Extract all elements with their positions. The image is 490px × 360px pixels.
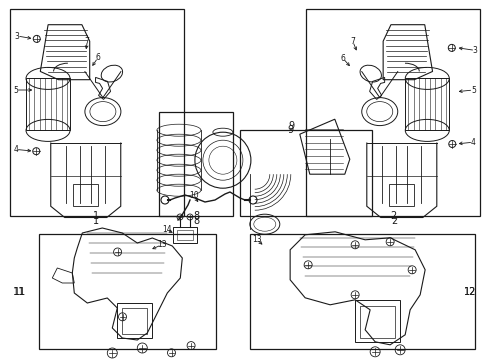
Text: 1: 1 [93, 211, 98, 221]
Text: 5: 5 [13, 86, 18, 95]
Text: 2: 2 [392, 216, 397, 226]
Bar [360, 306, 395, 338]
Bar [26, 78, 70, 130]
Bar [10, 9, 184, 216]
Text: 6: 6 [96, 53, 100, 62]
Bar [355, 300, 400, 342]
Text: 3: 3 [15, 32, 20, 41]
Text: 2: 2 [391, 211, 396, 221]
Bar [39, 234, 216, 349]
Text: 4: 4 [13, 145, 18, 154]
Text: 11: 11 [13, 287, 25, 297]
Bar [159, 112, 233, 216]
Text: 10: 10 [189, 191, 198, 200]
Bar [389, 184, 415, 206]
Text: 8: 8 [193, 216, 199, 226]
Bar [405, 78, 449, 130]
Bar [117, 303, 152, 338]
Bar [122, 308, 147, 334]
Text: 3: 3 [473, 46, 478, 55]
Text: 13: 13 [252, 235, 262, 244]
Bar [306, 9, 480, 216]
Text: 7: 7 [85, 37, 90, 46]
Text: 11: 11 [14, 287, 26, 297]
Text: 7: 7 [350, 37, 355, 46]
Text: 5: 5 [471, 86, 476, 95]
Text: 8: 8 [193, 211, 199, 221]
Bar [173, 227, 197, 243]
Bar [73, 184, 98, 206]
Text: 14: 14 [162, 225, 172, 234]
Text: 12: 12 [464, 287, 477, 297]
Bar [177, 230, 193, 240]
Bar [250, 234, 475, 349]
Text: 4: 4 [471, 138, 476, 147]
Text: 13: 13 [157, 240, 167, 249]
Text: 9: 9 [289, 121, 294, 131]
Bar [240, 130, 372, 216]
Text: 1: 1 [93, 216, 98, 226]
Text: 9: 9 [288, 125, 294, 135]
Text: 6: 6 [341, 54, 345, 63]
Text: 12: 12 [464, 287, 477, 297]
